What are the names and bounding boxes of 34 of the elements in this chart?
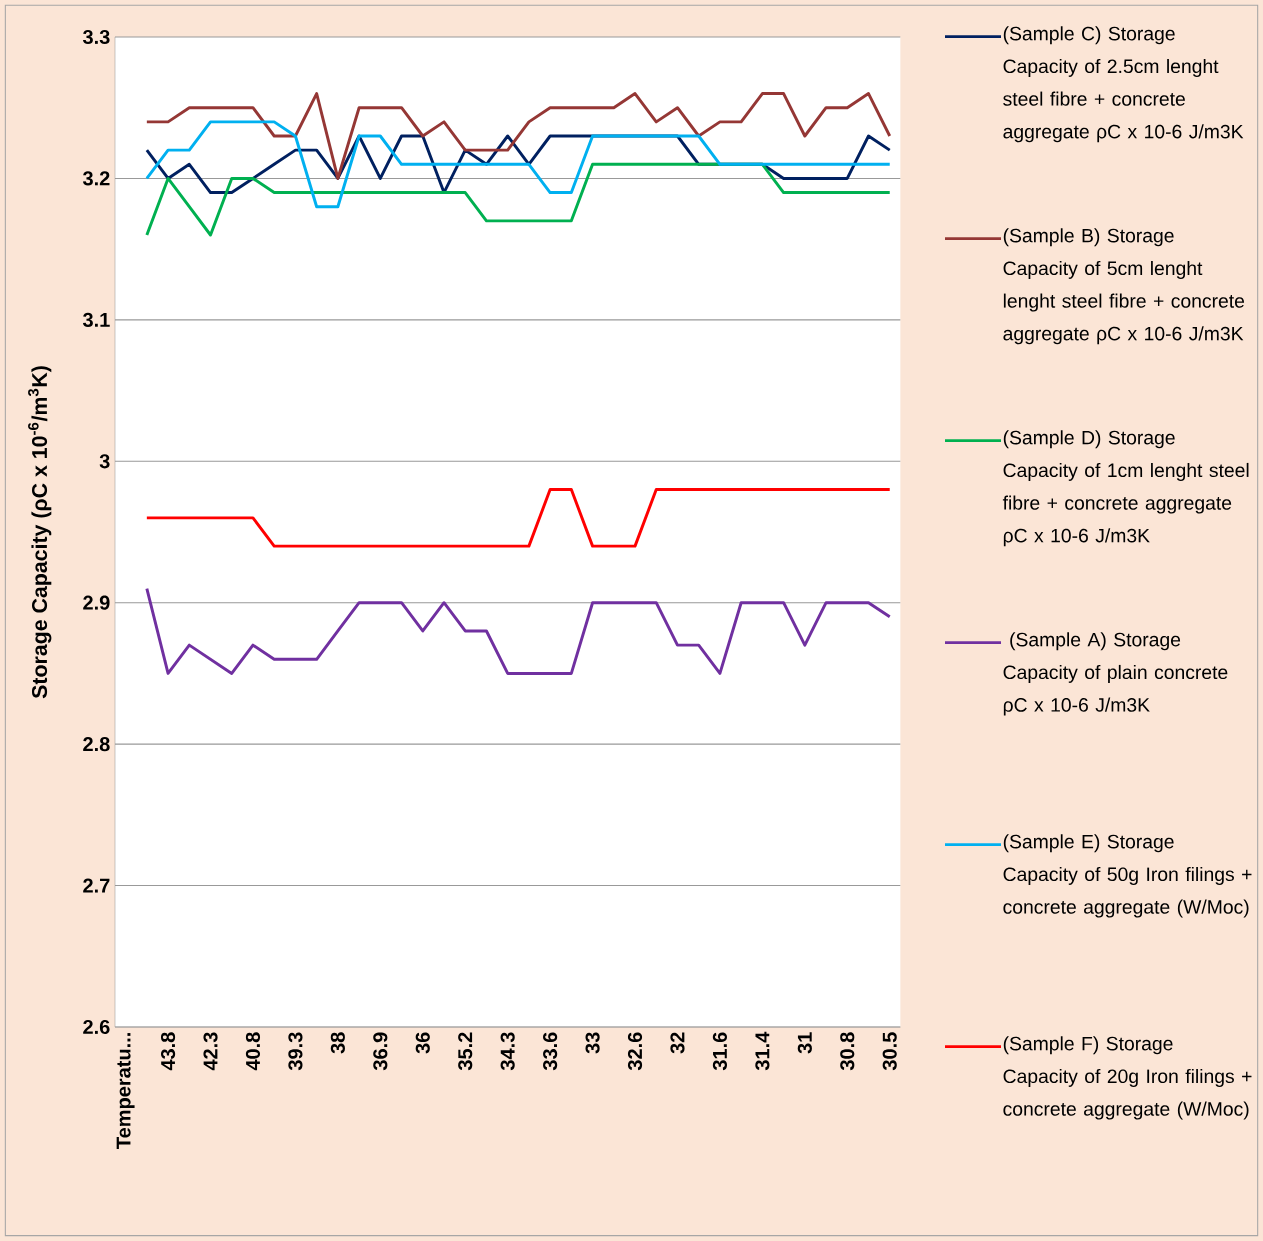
legend-label: (Sample C) Storage Capacity of 2.5cm lenght steel fibre + concrete aggregate ρC x 10-6 J/m3K <box>1003 26 1244 143</box>
x-tick-label: 38 <box>330 1032 345 1054</box>
legend-label: (Sample E) Storage Capacity of 50g Iron filings + concrete aggregate (W/Moc) <box>1003 834 1252 918</box>
y-tick-label: 3 <box>99 454 110 469</box>
legend-label: (Sample D) Storage Capacity of 1cm lenght steel fibre + concrete aggregate ρC x 10-6 J/m3K <box>1002 430 1249 547</box>
x-tick-label: 31 <box>797 1032 812 1054</box>
y-tick-label: 3.2 <box>82 171 110 186</box>
y-tick-label: 2.9 <box>83 595 110 610</box>
x-tick-label: 34.3 <box>500 1032 515 1071</box>
x-tick-label: 39.3 <box>288 1032 303 1071</box>
x-tick-label: 33 <box>585 1032 600 1054</box>
x-tick-label: 35.2 <box>458 1032 473 1071</box>
y-tick-label: 2.8 <box>83 737 110 752</box>
legend-label: (Sample A) Storage Capacity of plain concrete ρC x 10-6 J/m3K <box>1003 632 1228 716</box>
x-tick-label: 32 <box>670 1032 685 1054</box>
x-tick-label: 32.6 <box>627 1032 643 1071</box>
y-tick-label: 2.7 <box>83 878 110 893</box>
y-tick-label: 3.1 <box>82 312 110 327</box>
x-tick-label: Temperatu... <box>116 1033 135 1149</box>
x-tick-label: 42.3 <box>203 1032 218 1071</box>
x-tick-label: 40.8 <box>245 1032 261 1071</box>
y-axis-title: Storage Capacity (ρC x 10$^{-6}$/m$^{3}$K) <box>28 366 52 699</box>
y-tick-label: 3.3 <box>82 29 110 45</box>
x-tick-label: 36.9 <box>373 1032 388 1071</box>
x-tick-label: 31.6 <box>712 1032 728 1071</box>
x-tick-label: 33.6 <box>543 1032 558 1071</box>
legend-label: (Sample B) Storage Capacity of 5cm lenght lenght steel fibre + concrete aggregate ρC x 10-6 J/m3K <box>1003 228 1245 345</box>
x-tick-label: 30.5 <box>882 1032 897 1071</box>
x-tick-label: 31.4 <box>755 1031 770 1071</box>
x-tick-label: 30.8 <box>840 1032 855 1071</box>
x-tick-label: 36 <box>415 1032 430 1054</box>
y-tick-label: 2.6 <box>83 1019 110 1035</box>
legend-label: (Sample F) Storage Capacity of 20g Iron filings + concrete aggregate (W/Moc) <box>1003 1036 1252 1120</box>
x-tick-label: 43.8 <box>160 1032 176 1071</box>
